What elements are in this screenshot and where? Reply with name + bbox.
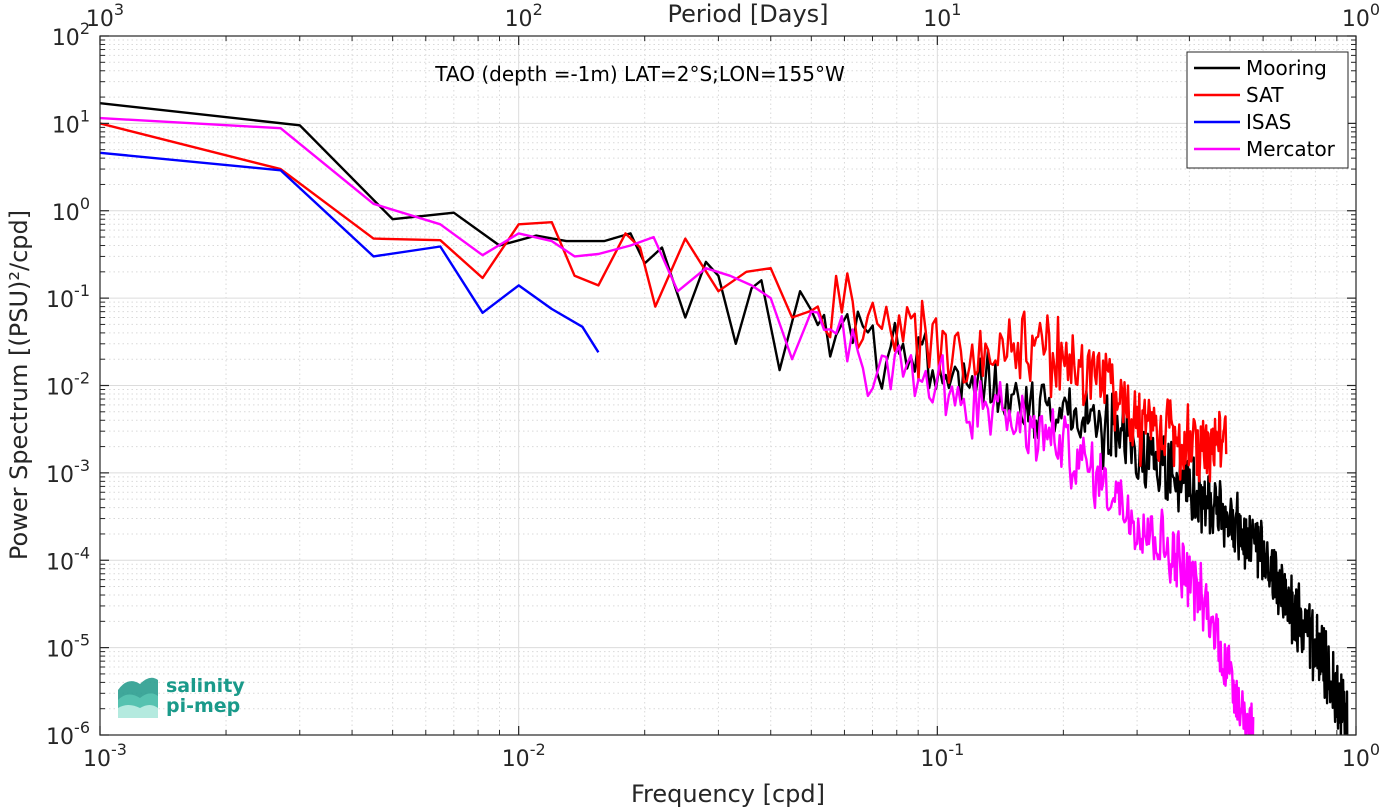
- legend-label-isas: ISAS: [1246, 110, 1291, 134]
- x-tick-labels: 10-3 10-2 10-1 100: [83, 740, 1380, 772]
- y-tick-label: 10-6: [46, 718, 90, 750]
- y-tick-labels: 10-6 10-5 10-4 10-3 10-2 10-1 100 101 102: [46, 19, 90, 750]
- y-tick-label: 10-1: [46, 281, 90, 313]
- y-tick-label: 100: [52, 194, 90, 226]
- legend-label-mooring: Mooring: [1246, 56, 1327, 80]
- top-x-tick-labels: 103 102 101 100: [86, 0, 1380, 32]
- chart-title: TAO (depth =-1m) LAT=2°S;LON=155°W: [434, 62, 845, 86]
- series-line-mercator: [100, 116, 1255, 735]
- y-tick-label: 10-5: [46, 631, 90, 663]
- logo-line-1: salinity: [166, 675, 245, 697]
- top-x-axis-label: Period [Days]: [667, 0, 828, 28]
- y-tick-label: 102: [52, 19, 90, 51]
- y-tick-label: 10-2: [46, 369, 90, 401]
- top-x-tick-label: 100: [1342, 0, 1380, 32]
- legend-label-mercator: Mercator: [1246, 137, 1336, 161]
- y-tick-label: 10-4: [46, 543, 90, 575]
- x-tick-label: 100: [1342, 740, 1380, 772]
- x-tick-label: 10-3: [83, 740, 127, 772]
- x-tick-label: 10-1: [920, 740, 964, 772]
- top-x-tick-label: 103: [86, 0, 124, 32]
- y-axis-label: Power Spectrum [(PSU)²/cpd]: [5, 210, 33, 560]
- salinity-pi-mep-logo: salinity pi-mep: [118, 675, 245, 718]
- top-x-tick-label: 101: [923, 0, 961, 32]
- top-x-tick-label: 102: [505, 0, 543, 32]
- tick-marks: [99, 35, 1357, 736]
- x-tick-label: 10-2: [502, 740, 546, 772]
- legend-label-sat: SAT: [1246, 83, 1284, 107]
- logo-line-2: pi-mep: [166, 695, 240, 717]
- logo-wave-icon-3: [118, 705, 158, 718]
- series-line-sat: [100, 122, 1228, 483]
- x-axis-label: Frequency [cpd]: [631, 780, 825, 808]
- y-tick-label: 10-3: [46, 456, 90, 488]
- legend: Mooring SAT ISAS Mercator: [1186, 51, 1349, 169]
- series-layer: [100, 102, 1349, 735]
- y-tick-label: 101: [52, 106, 90, 138]
- series-line-isas: [100, 151, 600, 353]
